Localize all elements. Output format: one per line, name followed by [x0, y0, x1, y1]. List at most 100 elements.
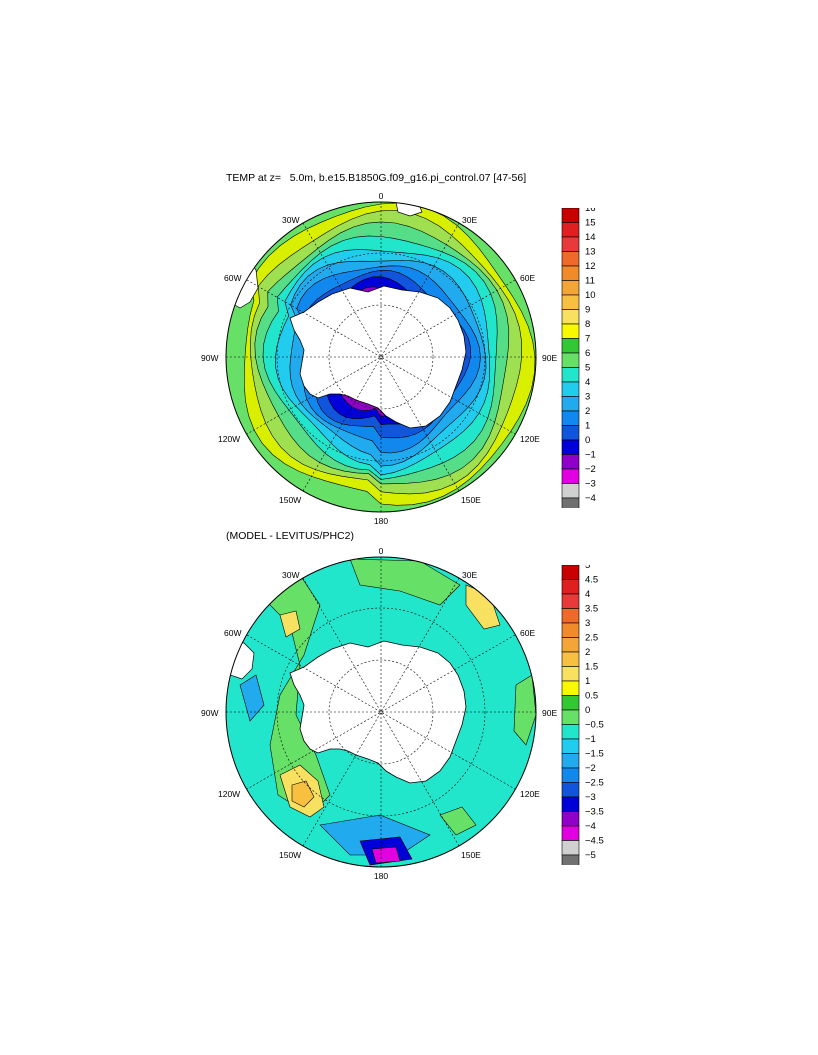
colorbar-swatch	[561, 294, 580, 310]
lon-label-30e: 30E	[462, 215, 477, 225]
colorbar-label: −2.5	[585, 778, 604, 789]
lon-label-60e: 60E	[520, 273, 535, 283]
colorbar-swatch	[561, 265, 580, 281]
lon-label-30w: 30W	[282, 215, 299, 225]
panel1-title: TEMP at z= 5.0m, b.e15.B1850G.f09_g16.pi…	[226, 172, 527, 184]
colorbar-label: 2	[585, 406, 590, 417]
colorbar-swatch	[561, 608, 580, 624]
colorbar-label: 3	[585, 392, 590, 403]
colorbar-label: −5	[585, 850, 596, 861]
lon-label-60w-2: 60W	[224, 628, 241, 638]
colorbar-label: 3	[585, 618, 590, 629]
lon-label-0-2: 0	[379, 546, 384, 556]
lon-label-90w: 90W	[201, 353, 218, 363]
colorbar-label: −2	[585, 464, 596, 475]
colorbar-swatch	[561, 236, 580, 252]
colorbar-label: 4.5	[585, 575, 598, 586]
lon-label-150e-2: 150E	[461, 850, 481, 860]
colorbar-swatch	[561, 796, 580, 812]
lon-label-120w: 120W	[218, 434, 240, 444]
lon-label-180: 180	[374, 516, 388, 526]
anomaly-patch	[291, 780, 315, 808]
lon-label-0: 0	[379, 191, 384, 201]
colorbar-label: −3	[585, 479, 596, 490]
colorbar-swatch	[561, 454, 580, 470]
lon-label-150e: 150E	[461, 495, 481, 505]
temperature-polar-map: 0 180 90W 90E 30W 30E 60W 60E 120W 120E …	[201, 191, 557, 526]
lon-label-120e: 120E	[520, 434, 540, 444]
colorbar-swatch	[561, 251, 580, 267]
lon-label-60e-2: 60E	[520, 628, 535, 638]
colorbar-label: 15	[585, 218, 596, 229]
graticule-2	[226, 557, 536, 867]
lon-label-120e-2: 120E	[520, 789, 540, 799]
colorbar-label: 13	[585, 247, 596, 258]
colorbar-swatch	[561, 439, 580, 455]
colorbar-swatch	[561, 695, 580, 711]
colorbar-swatch	[561, 622, 580, 638]
colorbar-label: 5	[585, 565, 590, 571]
colorbar-swatch	[561, 222, 580, 238]
colorbar-label: 7	[585, 334, 590, 345]
lon-label-60w: 60W	[224, 273, 241, 283]
colorbar-swatch	[561, 497, 580, 508]
lon-label-30e-2: 30E	[462, 570, 477, 580]
colorbar-swatch	[561, 593, 580, 609]
lon-label-180-2: 180	[374, 871, 388, 881]
colorbar-label: 4	[585, 589, 590, 600]
colorbar-swatch	[561, 367, 580, 383]
colorbar-label: 11	[585, 276, 595, 287]
colorbar-swatch	[561, 840, 580, 856]
anomaly-polar-map: 0 180 90W 90E 30W 30E 60W 60E 120W 120E …	[201, 546, 557, 881]
colorbar-swatch	[561, 425, 580, 441]
colorbar-label: 9	[585, 305, 590, 316]
colorbar-label: −4	[585, 821, 596, 832]
anomaly-contour-patches	[239, 558, 536, 866]
colorbar-label: −3	[585, 792, 596, 803]
colorbar-swatch	[561, 309, 580, 325]
colorbar-label: 0.5	[585, 691, 598, 702]
colorbar-swatch	[561, 811, 580, 827]
graticule	[226, 202, 536, 512]
colorbar-swatch	[561, 854, 580, 865]
colorbar-swatch	[561, 825, 580, 841]
colorbar-label: 10	[585, 290, 596, 301]
colorbar-label: 0	[585, 435, 590, 446]
colorbar-label: −1.5	[585, 749, 604, 760]
colorbar-swatch	[561, 724, 580, 740]
colorbar-label: 1.5	[585, 662, 598, 673]
colorbar-swatch	[561, 753, 580, 769]
colorbar-swatch	[561, 483, 580, 499]
colorbar-swatch	[561, 468, 580, 484]
anomaly-patch	[279, 610, 301, 638]
panel2-title: (MODEL - LEVITUS/PHC2)	[226, 530, 354, 542]
anomaly-patch	[239, 674, 265, 722]
colorbar-label: −3.5	[585, 807, 604, 818]
colorbar-label: 2	[585, 647, 590, 658]
anomaly-colorbar: 5 4.5 4 3.5 3 2.5 2 1.5 1 0.5 0 −0.5 −1 −1.5 −2 −2.5 −3 −…	[561, 565, 604, 865]
colorbar-label: −1	[585, 450, 596, 461]
anomaly-patch	[439, 806, 477, 836]
colorbar-label: −1	[585, 734, 596, 745]
anomaly-patch	[371, 846, 401, 864]
colorbar-swatch	[561, 280, 580, 296]
colorbar-swatch	[561, 579, 580, 595]
colorbar-swatch	[561, 637, 580, 653]
lon-label-150w: 150W	[279, 495, 301, 505]
lon-label-90e: 90E	[542, 353, 557, 363]
colorbar-swatch	[561, 565, 580, 580]
colorbar-label: 4	[585, 377, 590, 388]
colorbar-label: 1	[585, 421, 590, 432]
lon-label-90e-2: 90E	[542, 708, 557, 718]
colorbar-label: −4	[585, 493, 596, 504]
colorbar-swatch	[561, 767, 580, 783]
colorbar-swatch	[561, 338, 580, 354]
colorbar-swatch	[561, 352, 580, 368]
colorbar-swatch	[561, 738, 580, 754]
colorbar-swatch	[561, 381, 580, 397]
temperature-field	[226, 202, 536, 512]
colorbar-label: 0	[585, 705, 590, 716]
colorbar-label: −4.5	[585, 836, 604, 847]
colorbar-swatch	[561, 709, 580, 725]
